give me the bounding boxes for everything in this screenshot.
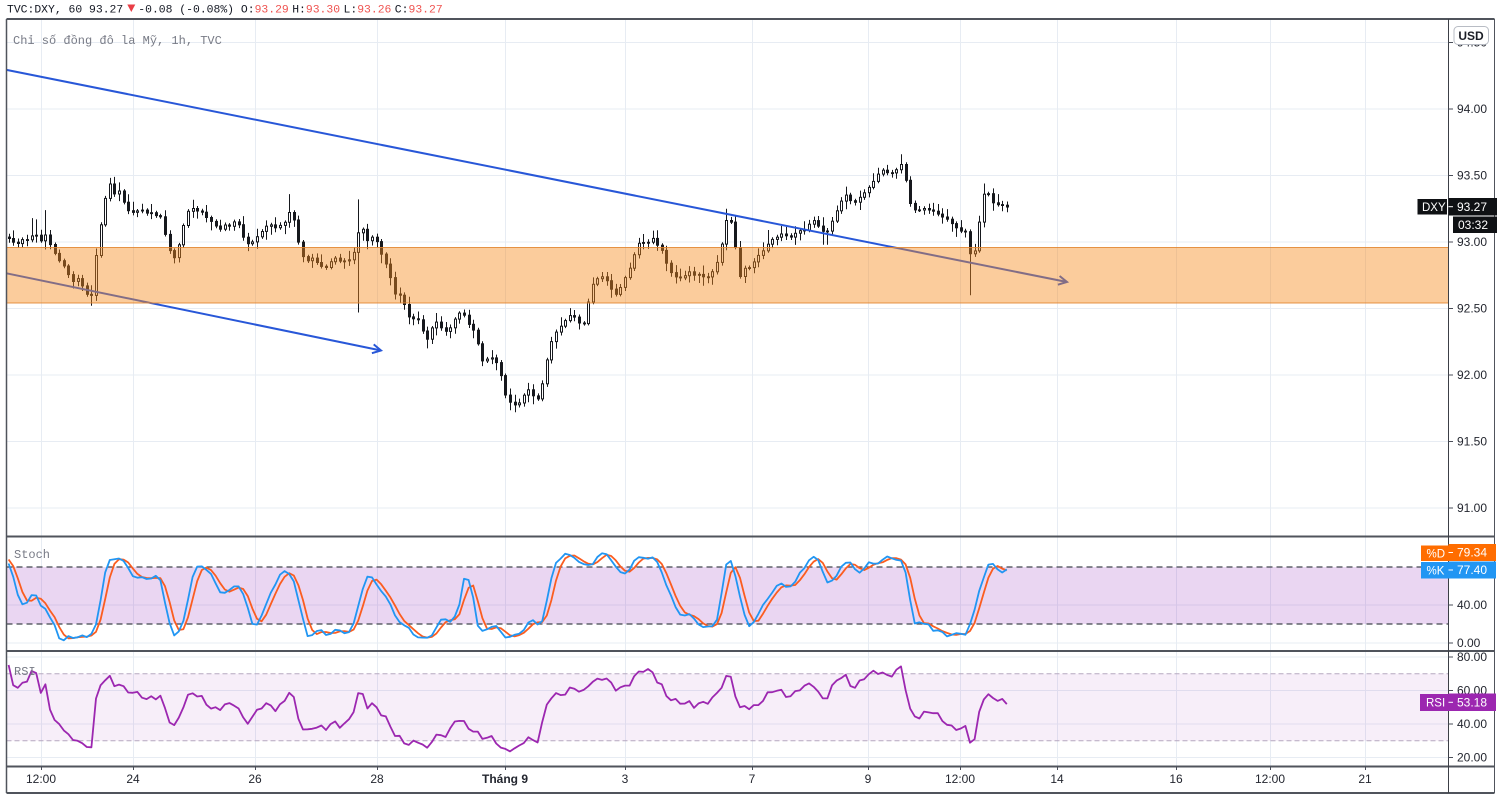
- svg-text:80.00: 80.00: [1457, 650, 1487, 664]
- svg-text:28: 28: [370, 772, 384, 786]
- svg-text:L:: L:: [344, 5, 358, 17]
- svg-text:91.50: 91.50: [1457, 435, 1487, 449]
- svg-text:91.00: 91.00: [1457, 501, 1487, 515]
- svg-text:92.00: 92.00: [1457, 368, 1487, 382]
- svg-text:Chỉ số đồng đô la Mỹ, 1h, TVC: Chỉ số đồng đô la Mỹ, 1h, TVC: [13, 34, 222, 48]
- svg-text:O:: O:: [241, 5, 255, 17]
- svg-text:16: 16: [1169, 772, 1183, 786]
- svg-text:Stoch: Stoch: [14, 548, 50, 562]
- svg-text:7: 7: [749, 772, 756, 786]
- svg-text:93.50: 93.50: [1457, 169, 1487, 183]
- svg-text:12:00: 12:00: [26, 772, 56, 786]
- svg-text:79.34: 79.34: [1457, 546, 1487, 560]
- svg-text:0.00: 0.00: [1457, 636, 1481, 650]
- svg-text:9: 9: [865, 772, 872, 786]
- svg-text:RSI: RSI: [14, 665, 36, 679]
- svg-text:93.29: 93.29: [255, 5, 289, 17]
- svg-text:93.27: 93.27: [1457, 200, 1487, 214]
- svg-text:12:00: 12:00: [945, 772, 975, 786]
- svg-text:3: 3: [622, 772, 629, 786]
- svg-text:93.30: 93.30: [306, 5, 340, 17]
- svg-text:40.00: 40.00: [1457, 717, 1487, 731]
- svg-text:94.00: 94.00: [1457, 102, 1487, 116]
- svg-text:%D: %D: [1427, 549, 1446, 561]
- svg-text:RSI: RSI: [1426, 698, 1445, 710]
- svg-text:TVC:DXY, 60 93.27: TVC:DXY, 60 93.27: [7, 5, 123, 17]
- svg-text:40.00: 40.00: [1457, 598, 1487, 612]
- svg-text:24: 24: [126, 772, 140, 786]
- svg-text:21: 21: [1358, 772, 1372, 786]
- svg-text:92.50: 92.50: [1457, 302, 1487, 316]
- svg-text:USD: USD: [1458, 29, 1484, 43]
- svg-text:DXY: DXY: [1422, 202, 1446, 214]
- svg-text:C:: C:: [395, 5, 409, 17]
- svg-text:12:00: 12:00: [1255, 772, 1285, 786]
- svg-text:%K: %K: [1427, 566, 1445, 578]
- svg-text:H:: H:: [292, 5, 306, 17]
- svg-text:53.18: 53.18: [1457, 696, 1487, 710]
- svg-text:26: 26: [248, 772, 262, 786]
- svg-text:14: 14: [1050, 772, 1064, 786]
- svg-text:20.00: 20.00: [1457, 751, 1487, 765]
- svg-text:Tháng 9: Tháng 9: [482, 772, 528, 786]
- svg-text:-0.08 (-0.08%): -0.08 (-0.08%): [138, 5, 241, 17]
- svg-text:93.00: 93.00: [1457, 235, 1487, 249]
- svg-text:93.26: 93.26: [357, 5, 391, 17]
- svg-text:93.27: 93.27: [409, 5, 443, 17]
- svg-text:77.40: 77.40: [1457, 563, 1487, 577]
- svg-text:03:32: 03:32: [1458, 218, 1488, 232]
